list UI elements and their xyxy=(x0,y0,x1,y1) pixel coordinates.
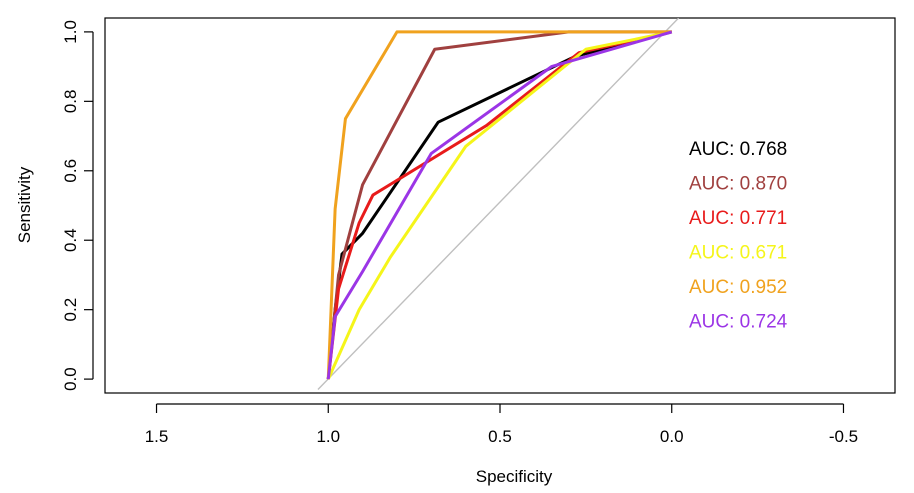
roc-curves xyxy=(326,30,673,380)
auc-label-6: AUC: 0.724 xyxy=(689,312,788,333)
auc-label-3: AUC: 0.771 xyxy=(689,208,787,229)
reference-diagonal-line xyxy=(317,18,680,391)
roc-curve-6 xyxy=(326,30,673,380)
roc-curve-3 xyxy=(326,30,673,380)
reference-diagonal-layer xyxy=(317,18,680,391)
plot-frame xyxy=(104,17,896,394)
y-tick-label: 1.0 xyxy=(61,20,80,44)
x-tick-label: 1.0 xyxy=(316,427,340,446)
roc-curve-5 xyxy=(326,30,672,380)
auc-label-5: AUC: 0.952 xyxy=(689,277,787,298)
y-tick-label: 0.2 xyxy=(61,298,80,322)
x-tick-label: -0.5 xyxy=(829,427,858,446)
roc-curve-1 xyxy=(326,30,673,380)
y-tick-label: 0.8 xyxy=(61,90,80,114)
auc-label-2: AUC: 0.870 xyxy=(689,174,787,195)
auc-legend: AUC: 0.768 AUC: 0.870 AUC: 0.771 AUC: 0.671… xyxy=(689,139,788,333)
y-tick-label: 0.6 xyxy=(61,159,80,183)
x-tick-label: 0.5 xyxy=(488,427,512,446)
x-axis: 1.5 1.0 0.5 0.0 -0.5 xyxy=(145,403,858,446)
x-tick-label: 1.5 xyxy=(145,427,169,446)
y-tick-label: 0.4 xyxy=(61,228,80,252)
roc-curve-4 xyxy=(326,30,673,380)
y-axis-title: Sensitivity xyxy=(15,166,34,243)
x-tick-label: 0.0 xyxy=(660,427,684,446)
auc-label-4: AUC: 0.671 xyxy=(689,243,787,264)
auc-label-1: AUC: 0.768 xyxy=(689,139,787,160)
y-tick-label: 0.0 xyxy=(61,367,80,391)
x-axis-title: Specificity xyxy=(476,467,553,486)
y-axis: 0.0 0.2 0.4 0.6 0.8 1.0 xyxy=(61,20,94,391)
